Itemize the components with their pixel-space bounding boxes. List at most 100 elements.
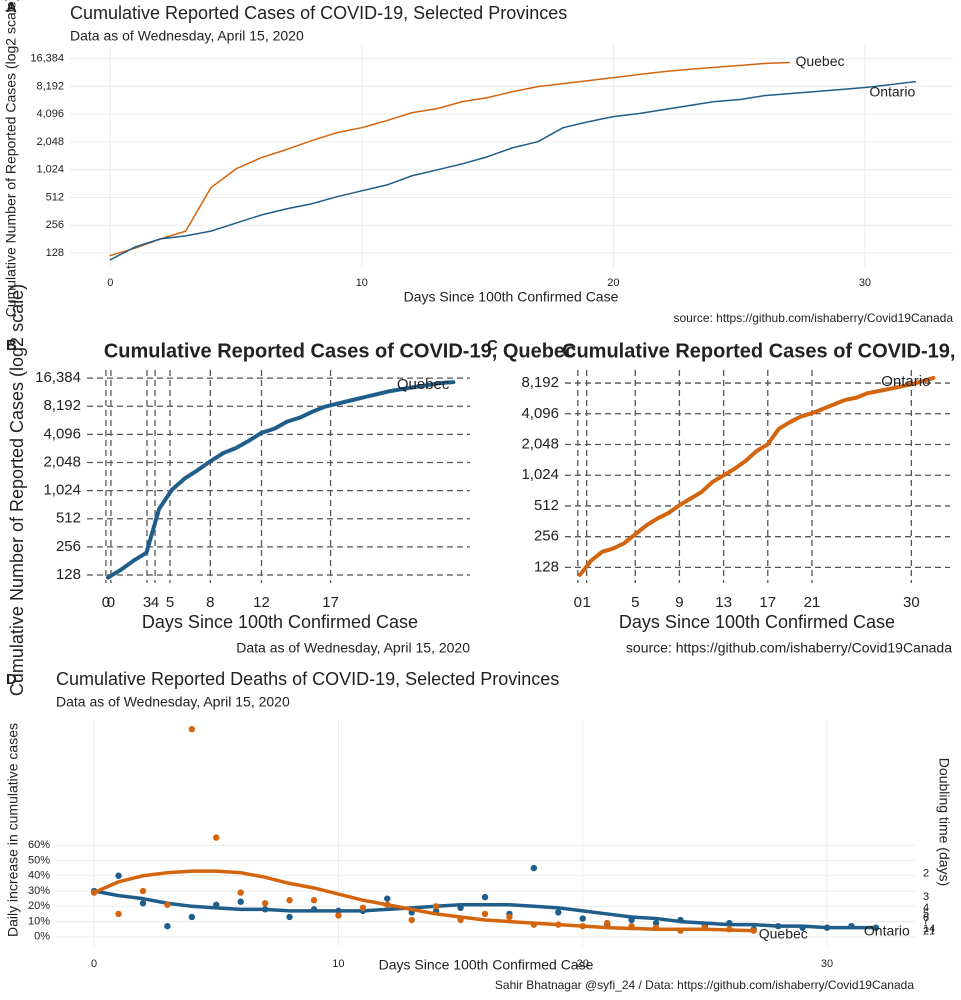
data-point [188,913,196,921]
caption: source: https://github.com/ishaberry/Cov… [626,640,952,656]
x-tick-label: 17 [759,594,776,611]
panel-tag: D [6,671,17,688]
y2-tick-label: 6 [923,912,929,924]
y-tick-label: 8,192 [36,80,64,92]
panel-tag: A [6,0,17,16]
x-axis-title: Days Since 100th Confirmed Case [404,289,619,305]
panel-tag: B [6,337,17,354]
y-tick-label: 2,048 [521,435,559,452]
data-point [506,913,513,921]
x-tick-label: 20 [607,277,619,289]
data-point [164,901,171,908]
y-tick-label: 30% [28,885,50,897]
trend-line [92,889,878,930]
chart-title: Cumulative Reported Deaths of COVID-19, … [56,669,559,689]
data-point [530,864,538,872]
y-tick-label: 40% [28,870,50,882]
y-tick-label: 1,024 [43,482,81,499]
data-point [481,893,489,901]
x-tick-label: 20 [577,958,589,970]
data-point [115,872,122,879]
y-tick-label: 0% [34,931,50,943]
x-axis-title: Days Since 100th Confirmed Case [619,612,895,632]
x-tick-label: 21 [804,594,821,611]
y-tick-label: 128 [56,566,81,583]
x-tick-label: 5 [631,594,639,611]
y-tick-label: 16,384 [35,369,81,386]
x-tick-label: 13 [715,594,732,611]
trend-line [92,869,756,933]
data-point [286,896,293,904]
y-axis-title: Cumulative Number of Reported Cases (log… [7,284,27,696]
chart-subtitle: Data as of Wednesday, April 15, 2020 [70,28,304,44]
data-point [359,904,367,912]
x-axis-title: Days Since 100th Confirmed Case [142,612,418,632]
y-tick-label: 256 [56,538,81,555]
y-tick-label: 1,024 [36,164,64,176]
x-tick-label: 0 [107,277,113,289]
chart-title: Cumulative Reported Cases of COVID-19, O… [562,340,961,362]
data-point [237,889,244,896]
panel-tag: C [487,337,498,354]
data-point [139,900,147,907]
caption: Data as of Wednesday, April 15, 2020 [236,640,470,656]
y2-tick-label: 4 [923,902,929,914]
x-tick-label: 5 [166,594,174,611]
x-tick-label: 30 [859,277,871,289]
y-tick-label: 60% [28,839,50,851]
y-axis-title: Cumulative Number of Reported Cases (log… [3,0,19,317]
y-tick-label: 1,024 [521,466,559,483]
data-point [408,916,415,924]
data-point [188,725,196,733]
data-point [384,895,391,902]
series-line [105,380,456,580]
series-line [109,80,917,261]
data-point [261,900,269,907]
caption: Sahir Bhatnagar @syfi_24 / Data: https:/… [495,978,914,992]
x-tick-label: 0 [574,594,582,611]
data-point [286,913,293,921]
data-point [579,915,586,922]
data-point [335,912,342,919]
y2-tick-label: 5 [923,908,929,920]
x-tick-label: 17 [322,594,339,611]
y2-tick-label: 2 [923,868,929,880]
data-point [652,919,660,927]
chart-title: Cumulative Reported Cases of COVID-19, Q… [104,340,576,362]
x-tick-label: 0 [102,594,110,611]
series-line [578,375,936,577]
x-tick-label: 10 [332,958,344,970]
x-tick-label: 9 [675,594,683,611]
x-tick-label: 4 [151,594,159,611]
x-axis-title: Days Since 100th Confirmed Case [379,957,594,973]
x-tick-label: 10 [356,277,368,289]
y-tick-label: 4,096 [36,108,64,120]
data-point [164,922,171,930]
data-point [603,919,611,927]
y-tick-label: 128 [534,558,559,575]
y2-tick-label: 14 [923,923,935,935]
y-tick-label: 128 [46,247,64,259]
y-tick-label: 8,192 [521,374,559,391]
x-tick-label: 0 [107,594,115,611]
series-label: Quebec [397,376,450,393]
y-tick-label: 2,048 [36,136,64,148]
y-tick-label: 2,048 [43,453,81,470]
y-tick-label: 512 [534,497,559,514]
x-tick-label: 0 [91,958,97,970]
y-tick-label: 512 [46,191,64,203]
series-label: Quebec [759,925,808,941]
x-tick-label: 30 [821,958,833,970]
series-line [109,61,791,257]
data-point [139,887,147,895]
series-label: Quebec [795,53,844,69]
y2-tick-label: 21 [923,926,935,938]
data-point [432,903,440,910]
series-label: Ontario [881,373,930,390]
y-axis-title: Daily increase in cumulative cases [5,723,21,937]
data-point [310,896,318,904]
x-tick-label: 3 [143,594,151,611]
y-tick-label: 16,384 [30,52,64,64]
y-tick-label: 4,096 [43,425,81,442]
x-tick-label: 30 [903,594,920,611]
